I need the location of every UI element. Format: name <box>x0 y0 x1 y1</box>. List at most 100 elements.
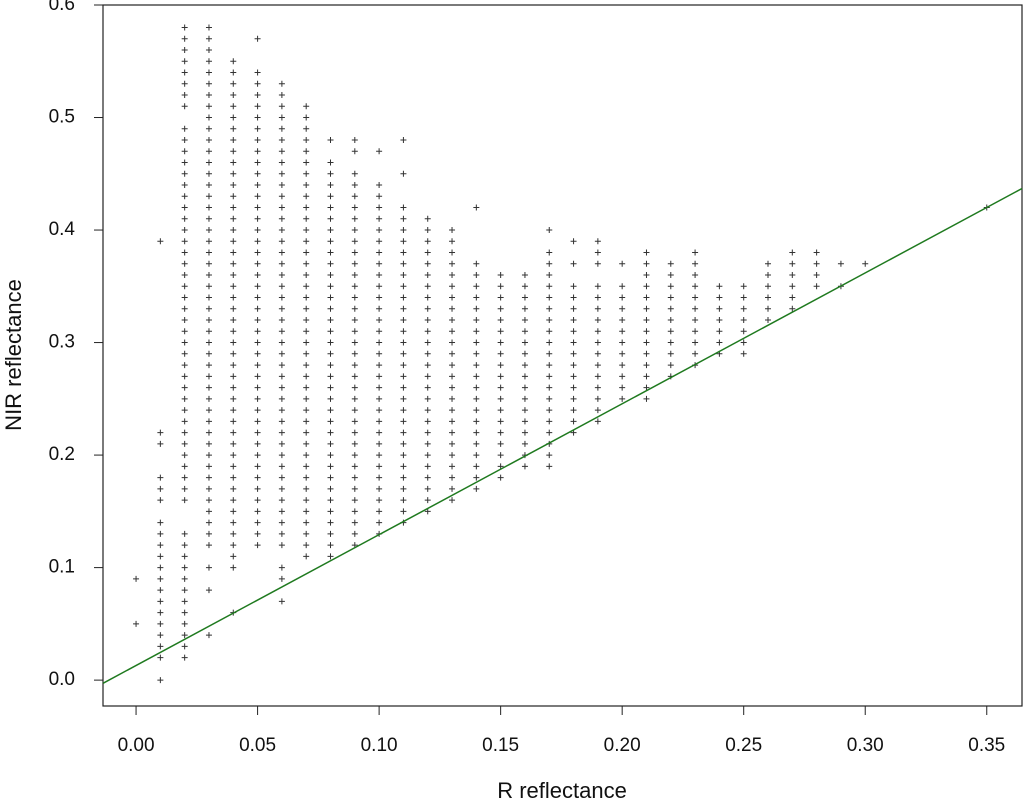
point <box>254 317 261 324</box>
point <box>376 283 383 290</box>
point <box>278 350 285 357</box>
y-tick-label: 0.6 <box>49 0 75 15</box>
point <box>376 204 383 211</box>
point <box>497 328 504 335</box>
point <box>303 260 310 267</box>
point <box>181 564 188 571</box>
point <box>546 260 553 267</box>
point <box>303 215 310 222</box>
point <box>765 305 772 312</box>
point <box>303 137 310 144</box>
point <box>400 328 407 335</box>
point <box>205 317 212 324</box>
point <box>740 317 747 324</box>
point <box>205 542 212 549</box>
point <box>327 317 334 324</box>
point <box>716 328 723 335</box>
point <box>667 294 674 301</box>
point <box>376 395 383 402</box>
point <box>133 575 140 582</box>
point <box>205 137 212 144</box>
point <box>230 215 237 222</box>
point <box>376 227 383 234</box>
y-axis-title: NIR reflectance <box>1 279 26 431</box>
point <box>230 429 237 436</box>
point <box>230 170 237 177</box>
point <box>716 283 723 290</box>
point <box>181 632 188 639</box>
point <box>205 215 212 222</box>
y-tick-label: 0.3 <box>49 332 75 353</box>
point <box>570 283 577 290</box>
point <box>521 429 528 436</box>
point <box>521 384 528 391</box>
point <box>157 553 164 560</box>
point <box>230 553 237 560</box>
point <box>546 452 553 459</box>
point <box>473 272 480 279</box>
point <box>643 328 650 335</box>
point <box>254 159 261 166</box>
point <box>254 238 261 245</box>
point <box>254 350 261 357</box>
point <box>570 260 577 267</box>
x-tick-label: 0.25 <box>725 735 762 756</box>
point <box>205 58 212 65</box>
point <box>205 440 212 447</box>
point <box>449 362 456 369</box>
point <box>254 328 261 335</box>
point <box>303 519 310 526</box>
point <box>254 215 261 222</box>
point <box>254 35 261 42</box>
point <box>497 440 504 447</box>
point <box>181 182 188 189</box>
point <box>643 272 650 279</box>
point <box>497 429 504 436</box>
point <box>594 328 601 335</box>
point <box>546 362 553 369</box>
point <box>181 463 188 470</box>
point <box>254 92 261 99</box>
point <box>205 485 212 492</box>
point <box>716 305 723 312</box>
point <box>303 553 310 560</box>
point <box>667 317 674 324</box>
point <box>327 260 334 267</box>
point <box>692 305 699 312</box>
point <box>157 677 164 684</box>
point <box>376 350 383 357</box>
point <box>230 305 237 312</box>
point <box>205 170 212 177</box>
point <box>497 305 504 312</box>
point <box>521 395 528 402</box>
point <box>181 575 188 582</box>
point <box>157 530 164 537</box>
point <box>400 294 407 301</box>
y-tick-label: 0.1 <box>49 557 75 578</box>
point <box>327 215 334 222</box>
point <box>351 440 358 447</box>
point <box>230 418 237 425</box>
point <box>521 305 528 312</box>
point <box>449 305 456 312</box>
point <box>181 429 188 436</box>
point <box>327 508 334 515</box>
point <box>327 418 334 425</box>
point <box>376 497 383 504</box>
point <box>376 317 383 324</box>
point <box>181 328 188 335</box>
point <box>376 440 383 447</box>
point <box>181 609 188 616</box>
point <box>205 530 212 537</box>
point <box>351 429 358 436</box>
point <box>181 497 188 504</box>
point <box>327 362 334 369</box>
point <box>473 440 480 447</box>
point <box>619 395 626 402</box>
point <box>643 350 650 357</box>
point <box>157 497 164 504</box>
point <box>424 485 431 492</box>
point <box>376 362 383 369</box>
point <box>497 283 504 290</box>
point <box>230 159 237 166</box>
